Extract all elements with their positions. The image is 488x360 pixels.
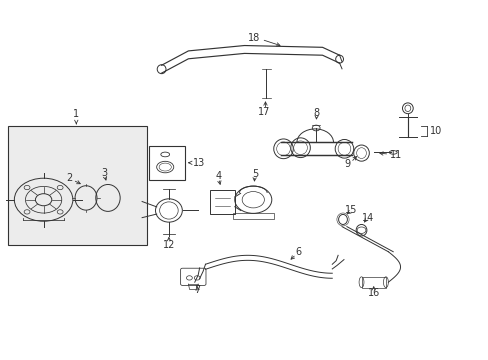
Bar [8,126,147,244]
Text: 6: 6 [294,247,301,257]
Text: 11: 11 [389,150,401,160]
Text: 17: 17 [257,107,270,117]
Text: 13: 13 [193,158,205,168]
Bar [149,146,184,180]
Text: 16: 16 [367,288,379,298]
Text: 10: 10 [429,126,441,136]
Bar [210,190,234,214]
Text: 7: 7 [194,285,200,296]
Text: 18: 18 [247,33,260,43]
Text: 15: 15 [344,206,356,216]
Text: 5: 5 [252,168,258,179]
Text: 14: 14 [361,213,373,222]
Text: 9: 9 [344,159,350,169]
Text: 4: 4 [215,171,221,181]
Text: 2: 2 [66,173,72,183]
Bar [232,213,273,219]
Bar [361,277,385,288]
Text: 8: 8 [313,108,319,118]
Text: 12: 12 [163,239,175,249]
Text: 3: 3 [102,168,107,178]
Text: 1: 1 [73,109,79,119]
